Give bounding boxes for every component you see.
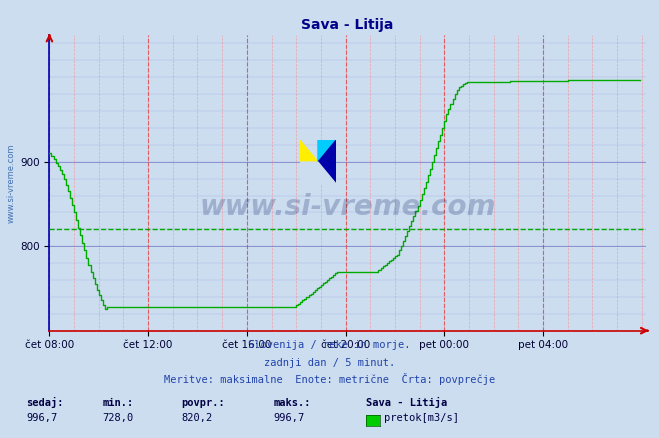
Polygon shape xyxy=(300,140,318,162)
Text: zadnji dan / 5 minut.: zadnji dan / 5 minut. xyxy=(264,358,395,368)
Polygon shape xyxy=(318,140,336,162)
Text: Sava - Litija: Sava - Litija xyxy=(366,397,447,409)
Text: sedaj:: sedaj: xyxy=(26,397,64,409)
Text: 820,2: 820,2 xyxy=(181,413,212,424)
Text: pretok[m3/s]: pretok[m3/s] xyxy=(384,413,459,424)
Text: Slovenija / reke in morje.: Slovenija / reke in morje. xyxy=(248,340,411,350)
Text: 996,7: 996,7 xyxy=(26,413,57,424)
Polygon shape xyxy=(300,162,336,184)
Title: Sava - Litija: Sava - Litija xyxy=(301,18,394,32)
Text: www.si-vreme.com: www.si-vreme.com xyxy=(200,193,496,220)
Text: povpr.:: povpr.: xyxy=(181,399,225,409)
Text: Meritve: maksimalne  Enote: metrične  Črta: povprečje: Meritve: maksimalne Enote: metrične Črta… xyxy=(164,373,495,385)
Text: min.:: min.: xyxy=(102,399,133,409)
Polygon shape xyxy=(318,140,336,184)
Text: 728,0: 728,0 xyxy=(102,413,133,424)
Text: 996,7: 996,7 xyxy=(273,413,304,424)
Text: www.si-vreme.com: www.si-vreme.com xyxy=(6,143,15,223)
Text: maks.:: maks.: xyxy=(273,399,311,409)
